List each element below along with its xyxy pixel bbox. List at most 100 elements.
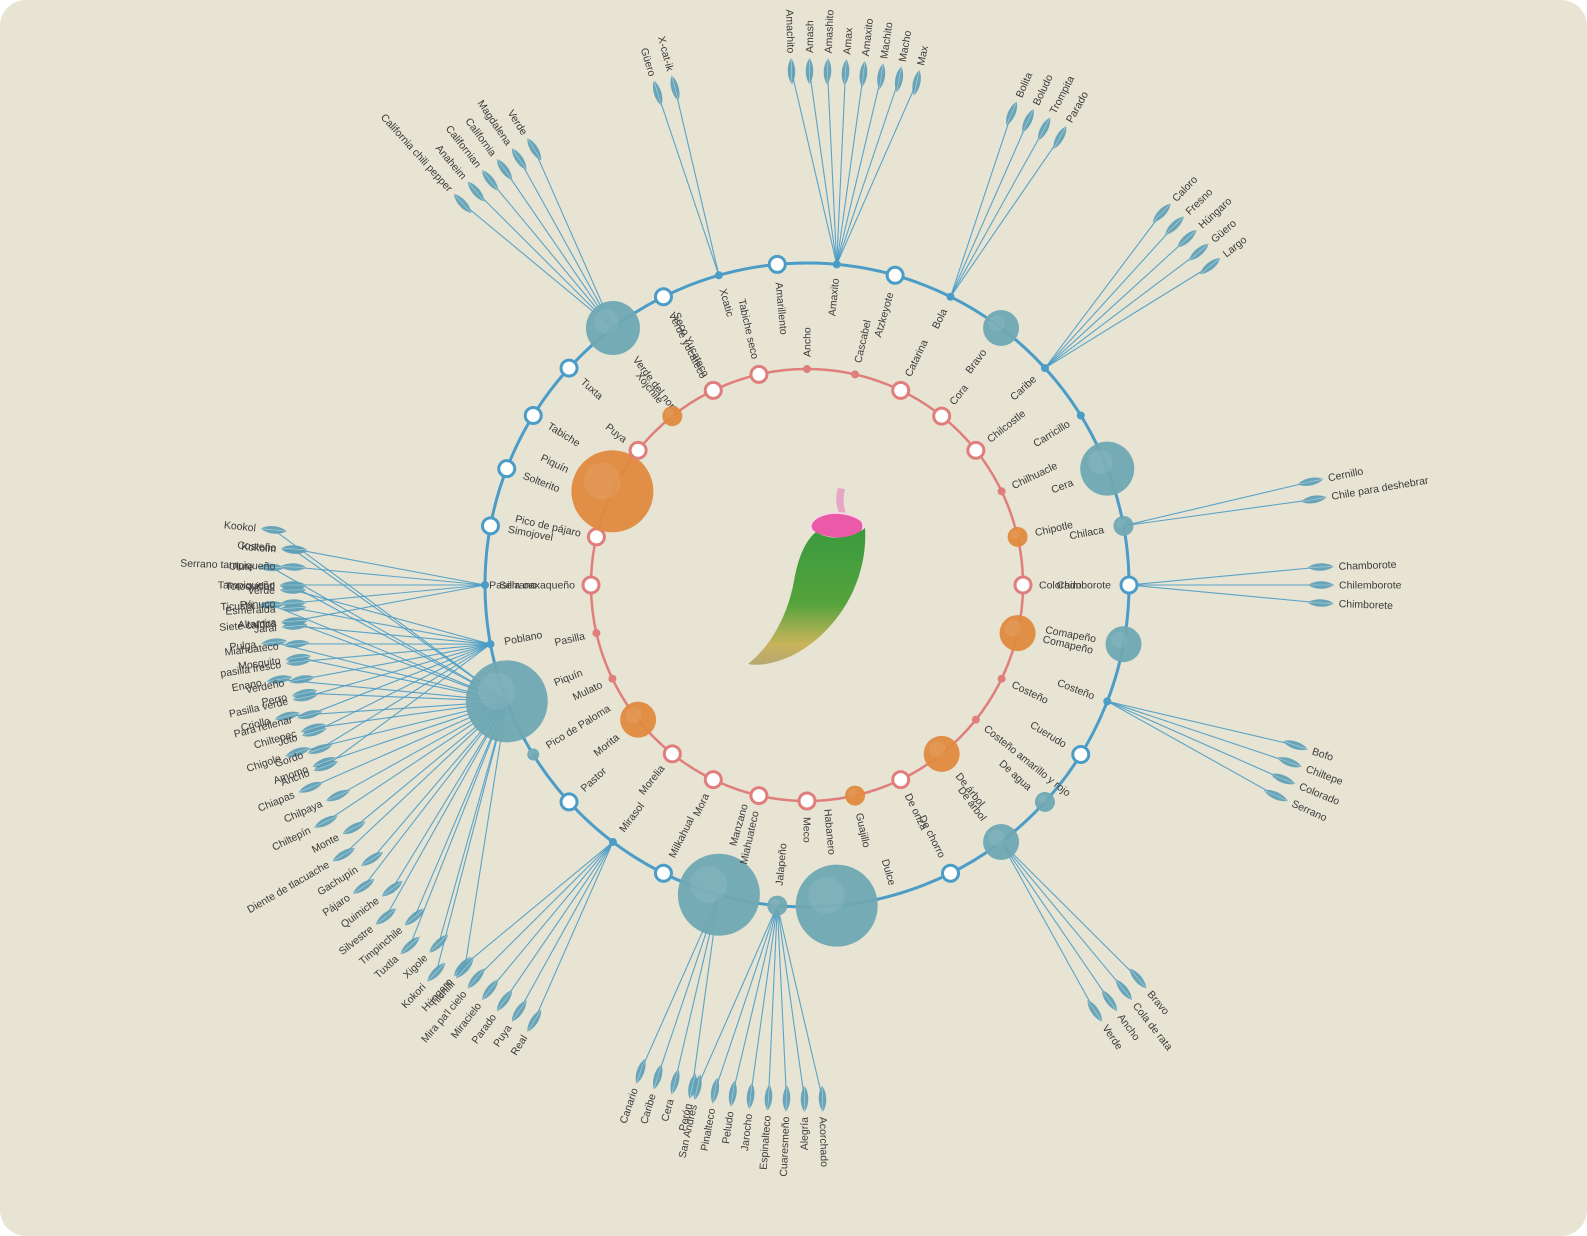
outer-tabiche-node[interactable] <box>523 405 543 425</box>
outer-chimborote-node[interactable] <box>1119 575 1139 595</box>
outer-jalapeno-connector <box>767 905 778 1098</box>
outer-amaxito-node[interactable] <box>832 260 841 269</box>
inner-seco-yucateco-node[interactable] <box>703 380 723 400</box>
leaf-icon <box>1165 216 1184 235</box>
outer-pico-de-paloma-node[interactable] <box>527 748 540 761</box>
inner-costeno-node[interactable] <box>997 674 1006 683</box>
inner-morelia-node[interactable] <box>662 744 682 764</box>
inner-pico-de-pajaro-node[interactable] <box>586 527 606 547</box>
outer-solterito-node[interactable] <box>497 459 517 479</box>
outer-cuerudo-node[interactable] <box>1071 745 1091 765</box>
leaf-icon <box>301 727 327 737</box>
inner-de-arbol-node[interactable] <box>923 735 960 772</box>
inner-de-arbol-node-highlight <box>929 741 946 758</box>
inner-de-onza-node[interactable] <box>891 770 911 790</box>
outer-de-chorro-node[interactable] <box>941 863 961 883</box>
outer-bola-node[interactable] <box>946 292 955 301</box>
outer-piquin-node[interactable] <box>465 660 548 743</box>
outer-mirasol-connector <box>504 841 614 1001</box>
outer-chilaca-connector <box>1123 481 1311 527</box>
outer-piquin-leaf-label: Kookol <box>223 519 256 534</box>
outer-manzano-node[interactable] <box>677 853 760 936</box>
inner-cora-node[interactable] <box>932 406 952 426</box>
inner-chilcostle-node[interactable] <box>966 440 986 460</box>
outer-habanero-node[interactable] <box>795 864 878 947</box>
inner-morita-node[interactable] <box>620 701 657 738</box>
inner-piquin-node[interactable] <box>571 450 654 533</box>
inner-pasilla-node[interactable] <box>592 629 601 638</box>
outer-manzano-leaf-label: Cera <box>659 1098 676 1123</box>
inner-mulato-node[interactable] <box>608 674 617 683</box>
outer-xcatic-node[interactable] <box>714 271 723 280</box>
outer-carricillo-node[interactable] <box>1076 411 1085 420</box>
leaf-icon <box>1270 773 1296 785</box>
leaf-icon <box>1006 101 1018 126</box>
inner-xojchile-node[interactable] <box>662 406 683 427</box>
inner-catarina-node[interactable] <box>891 380 911 400</box>
leaf-icon <box>635 1059 646 1084</box>
inner-guajillo-node-highlight <box>848 788 858 798</box>
outer-amaxito-leaf-label: Amaxito <box>860 18 876 57</box>
outer-de-agua-node-highlight <box>1037 794 1047 804</box>
outer-de-arbol-connector <box>1000 841 1125 991</box>
outer-costeno-connector <box>1106 700 1277 797</box>
inner-chilhuacle-node[interactable] <box>997 487 1006 496</box>
inner-meco-node[interactable] <box>797 791 817 811</box>
outer-jalapeno-connector <box>750 905 778 1096</box>
inner-colorado-node[interactable] <box>1013 575 1033 595</box>
outer-de-arbol-node[interactable] <box>983 823 1020 860</box>
outer-chimborote-leaf-label: Chimborete <box>1338 598 1393 612</box>
outer-tuxta-node[interactable] <box>559 358 579 378</box>
inner-pasilla-oaxaqueno-node[interactable] <box>581 575 601 595</box>
outer-cera-node[interactable] <box>1080 441 1135 496</box>
outer-poblano-node[interactable] <box>486 640 495 649</box>
outer-habanero-label: Habanero <box>821 808 837 855</box>
inner-meco-label: Meco <box>801 817 813 843</box>
outer-serrano-node[interactable] <box>481 581 489 589</box>
outer-serrano-leaf-label: Costeño <box>237 540 277 555</box>
outer-verde-del-norte-node[interactable] <box>585 301 640 356</box>
outer-chilaca-node[interactable] <box>1113 515 1134 536</box>
outer-bola-connector <box>950 137 1061 298</box>
leaf-icon <box>782 1085 791 1112</box>
outer-pastor-node[interactable] <box>559 792 579 812</box>
inner-miahuateco-node[interactable] <box>749 786 769 806</box>
outer-verde-yucateco-node[interactable] <box>653 287 673 307</box>
leaf-icon <box>281 617 308 625</box>
outer-bola-connector <box>950 120 1029 297</box>
outer-poblano-connector <box>325 643 491 767</box>
inner-costeno-amarillo-y-rojo-node[interactable] <box>971 715 980 724</box>
inner-mora-node[interactable] <box>703 770 723 790</box>
outer-chimborote-leaf-label: Chilemborote <box>1339 580 1402 592</box>
outer-atzkeyote-node[interactable] <box>885 265 905 285</box>
outer-comapeno-node[interactable] <box>1105 626 1142 663</box>
inner-cascabel-node[interactable] <box>851 370 860 379</box>
outer-jalapeno-node[interactable] <box>767 895 788 916</box>
outer-caribe-node[interactable] <box>1040 364 1049 373</box>
leaf-icon <box>313 760 339 772</box>
outer-milkahual-node[interactable] <box>653 863 673 883</box>
outer-costeno-node[interactable] <box>1103 697 1112 706</box>
outer-de-agua-node[interactable] <box>1034 791 1055 812</box>
outer-serrano-leaf-label: Altamira <box>238 617 277 632</box>
outer-simojovel-node[interactable] <box>480 516 500 536</box>
outer-amarillento-node[interactable] <box>767 254 787 274</box>
leaf-icon <box>1087 1000 1103 1022</box>
outer-chimborote-connector <box>1128 566 1321 586</box>
outer-jalapeno-node-highlight <box>770 898 780 908</box>
leaf-icon <box>670 75 680 101</box>
inner-comapeno-node[interactable] <box>999 615 1036 652</box>
outer-costeno-connector <box>1107 700 1290 763</box>
outer-bravo-node[interactable] <box>983 310 1020 347</box>
outer-serrano-connector <box>293 584 486 604</box>
outer-habanero-node-highlight <box>808 876 845 914</box>
inner-guajillo-node[interactable] <box>845 785 866 806</box>
inner-tabiche-seco-node[interactable] <box>749 364 769 384</box>
outer-piquin-leaf-label: Siete caldos <box>219 618 277 634</box>
inner-chipotle-node[interactable] <box>1007 526 1028 547</box>
inner-ancho-node[interactable] <box>803 365 811 373</box>
outer-mirasol-node[interactable] <box>608 837 617 846</box>
inner-puya-node[interactable] <box>628 440 648 460</box>
outer-bravo-node-highlight <box>988 315 1005 332</box>
